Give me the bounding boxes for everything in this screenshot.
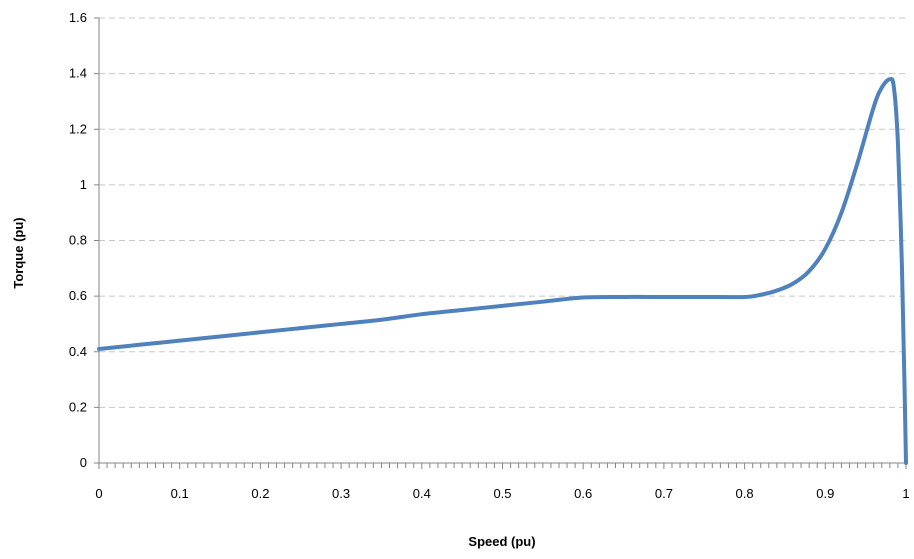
y-tick-label-7: 1.4: [69, 66, 87, 81]
y-tick-label-6: 1.2: [69, 121, 87, 136]
x-tick-label-4: 0.4: [413, 486, 431, 501]
y-tick-label-8: 1.6: [69, 10, 87, 25]
y-tick-label-0: 0: [80, 455, 87, 470]
x-tick-label-10: 1: [902, 486, 909, 501]
series-layer: [97, 76, 908, 465]
y-axis-title: Torque (pu): [11, 217, 26, 288]
gridlines: [99, 17, 906, 408]
x-tick-label-7: 0.7: [655, 486, 673, 501]
axes: [94, 17, 907, 469]
x-tick-label-9: 0.9: [816, 486, 834, 501]
x-tick-label-8: 0.8: [736, 486, 754, 501]
x-tick-label-2: 0.2: [251, 486, 269, 501]
x-tick-label-1: 0.1: [171, 486, 189, 501]
x-tick-label-0: 0: [95, 486, 102, 501]
y-tick-label-2: 0.4: [69, 344, 87, 359]
x-axis-title: Speed (pu): [468, 534, 535, 549]
y-tick-label-1: 0.2: [69, 399, 87, 414]
y-tick-label-4: 0.8: [69, 233, 87, 248]
x-tick-label-6: 0.6: [574, 486, 592, 501]
y-tick-label-3: 0.6: [69, 288, 87, 303]
tick-labels: 0 0.2 0.4 0.6 0.8 1 1.2 1.4 1.6 0 0.1 0.2 0.3 0.4 0.5 0…: [69, 10, 910, 501]
series-line-0: [97, 76, 908, 465]
x-tick-label-3: 0.3: [332, 486, 350, 501]
x-tick-label-5: 0.5: [493, 486, 511, 501]
y-tick-label-5: 1: [80, 177, 87, 192]
